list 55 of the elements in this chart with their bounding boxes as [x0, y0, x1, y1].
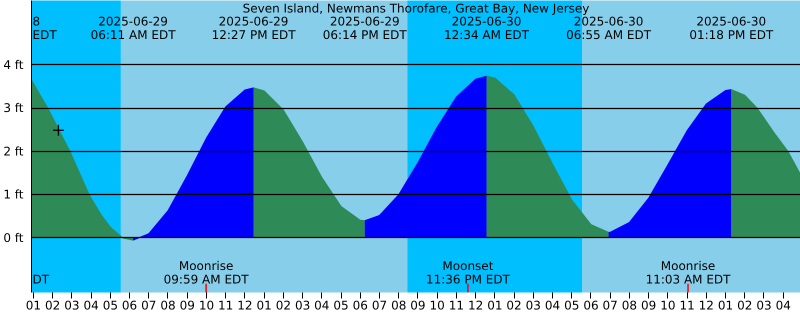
y-tick-label: 4 ft: [3, 58, 24, 72]
x-tick-label: 06: [122, 298, 138, 312]
x-tick-label: 10: [430, 298, 445, 312]
ref-line-label: Moonrise 09:59 AM EDT: [164, 259, 250, 286]
x-tick-label: 07: [372, 298, 388, 312]
x-tick-label: 04: [776, 298, 791, 312]
x-tick-label: 01: [718, 298, 734, 312]
y-tick-label: 2 ft: [3, 144, 24, 158]
x-tick-label: 02: [276, 298, 291, 312]
x-tick-label: 01: [487, 298, 502, 312]
x-tick-label: 03: [294, 298, 310, 312]
x-tick-label: 01: [256, 298, 272, 312]
x-tick-label: 03: [526, 298, 541, 312]
x-tick-label: 08: [622, 298, 638, 312]
x-tick-label: 07: [141, 298, 156, 312]
x-tick-label: 06: [583, 298, 599, 312]
y-tick-label: 1 ft: [3, 188, 24, 202]
x-tick-label: 07: [602, 298, 618, 312]
x-tick-label: 11: [448, 298, 464, 312]
ref-line-label: Moonset 11:36 PM EDT: [426, 259, 511, 286]
x-tick-label: 10: [660, 298, 676, 312]
x-tick-label: 03: [64, 298, 80, 312]
x-tick-label: 09: [180, 298, 195, 312]
annotation: DT: [32, 272, 50, 286]
x-tick-label: 08: [391, 298, 406, 312]
x-tick-label: 06: [352, 298, 368, 312]
x-tick-label: 05: [102, 298, 118, 312]
x-tick-label: 10: [198, 298, 214, 312]
x-tick-label: 11: [679, 298, 695, 312]
x-tick-label: 12: [698, 298, 714, 312]
x-tick-label: 04: [83, 298, 99, 312]
annotation: 2025-06-30 12:34 AM EDT: [444, 14, 530, 42]
x-tick-label: 02: [506, 298, 522, 312]
annotation: 2025-06-29 12:27 PM EDT: [212, 14, 296, 42]
x-tick-label: 03: [756, 298, 772, 312]
y-tick-label: 0 ft: [3, 230, 24, 245]
x-tick-label: 01: [26, 298, 42, 312]
x-tick-label: 11: [218, 298, 234, 312]
x-tick-label: 04: [314, 298, 330, 312]
x-tick-label: 05: [333, 298, 349, 312]
chart-title: Seven Island, Newmans Thorofare, Great Bay, New Jersey: [242, 2, 590, 16]
ref-line-label: Moonrise 11:03 AM EDT: [646, 259, 732, 286]
x-tick-label: 02: [737, 298, 752, 312]
annotation: 2025-06-30 01:18 PM EDT: [689, 14, 774, 42]
annotation: 8 EDT: [32, 14, 58, 42]
x-tick-label: 09: [410, 298, 426, 312]
x-tick-label: 12: [468, 298, 484, 312]
x-tick-label: 05: [564, 298, 580, 312]
annotation: 2025-06-29 06:14 PM EDT: [322, 14, 408, 42]
x-tick-label: 04: [544, 298, 560, 312]
x-tick-label: 08: [160, 298, 176, 312]
x-tick-label: 12: [237, 298, 253, 312]
x-tick-label: 02: [45, 298, 60, 312]
y-tick-label: 3 ft: [3, 101, 24, 116]
x-tick-label: 09: [640, 298, 656, 312]
